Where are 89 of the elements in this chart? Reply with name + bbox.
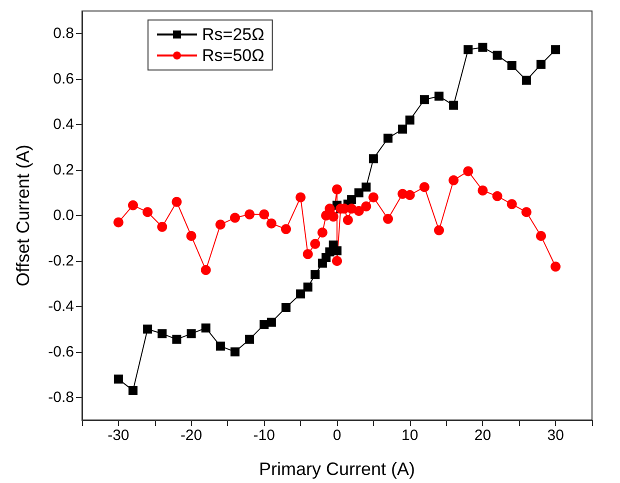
legend-label: Rs=50Ω — [202, 46, 264, 65]
point — [142, 207, 153, 218]
y-tick-label: -0.6 — [48, 343, 74, 360]
point — [383, 214, 393, 224]
y-tick-label: 0.4 — [53, 116, 74, 134]
point — [172, 196, 182, 207]
x-tick-label: -10 — [253, 427, 275, 444]
point — [266, 218, 276, 228]
point — [230, 212, 240, 223]
y-axis-title: Offset Current (A) — [13, 144, 33, 286]
point — [478, 42, 488, 52]
point — [368, 154, 378, 164]
y-tick-label: 0.0 — [53, 207, 74, 224]
point — [478, 186, 488, 196]
point — [310, 270, 320, 280]
point — [302, 249, 313, 260]
point — [384, 134, 392, 143]
point — [342, 215, 353, 226]
point — [405, 116, 414, 125]
point — [245, 334, 254, 344]
point — [434, 92, 444, 101]
point — [398, 124, 408, 134]
x-tick-label: 10 — [402, 427, 418, 444]
point — [244, 209, 255, 220]
point — [536, 230, 546, 241]
point — [296, 289, 306, 298]
point — [259, 209, 270, 220]
point — [536, 60, 546, 69]
point — [158, 329, 167, 338]
y-tick-label: -0.8 — [48, 388, 74, 406]
x-tick-label: 30 — [547, 427, 564, 444]
x-tick-label: 0 — [332, 427, 342, 444]
point — [186, 329, 196, 338]
legend-label: Rs=25Ω — [202, 25, 264, 44]
point — [128, 386, 138, 395]
point — [492, 191, 502, 202]
point — [347, 195, 356, 204]
point — [281, 224, 291, 234]
point — [507, 61, 516, 70]
y-tick-label: 0.2 — [53, 162, 74, 179]
point — [324, 204, 335, 214]
point — [448, 175, 459, 186]
point — [434, 225, 444, 236]
point — [463, 166, 474, 176]
point — [362, 182, 371, 192]
point — [317, 228, 328, 238]
point — [522, 76, 531, 85]
x-axis-title: Primary Current (A) — [258, 459, 416, 479]
point — [200, 265, 211, 276]
point — [328, 212, 338, 222]
point — [361, 201, 372, 212]
point — [296, 192, 306, 202]
point — [143, 324, 152, 334]
y-tick-label: -0.4 — [48, 298, 74, 315]
point — [492, 50, 502, 60]
point — [368, 192, 378, 202]
point — [216, 342, 225, 351]
point — [303, 282, 312, 292]
point — [332, 256, 342, 266]
point — [230, 347, 240, 356]
point — [449, 100, 458, 110]
y-tick-label: -0.2 — [48, 252, 74, 270]
point — [215, 220, 226, 230]
point — [113, 217, 124, 228]
point — [419, 182, 430, 192]
point — [551, 45, 560, 54]
point — [354, 206, 364, 216]
x-tick-label: -20 — [180, 427, 202, 444]
point — [521, 207, 532, 218]
point — [266, 318, 276, 327]
point — [114, 374, 123, 384]
x-tick-label: 20 — [474, 427, 492, 444]
y-tick-label: 0.6 — [53, 70, 74, 88]
point — [172, 334, 182, 344]
point — [186, 230, 196, 241]
point — [332, 184, 342, 194]
y-tick-label: 0.8 — [53, 25, 74, 42]
point — [310, 238, 320, 249]
x-tick-label: -30 — [108, 427, 130, 444]
point — [354, 188, 364, 198]
point — [157, 222, 168, 232]
point — [404, 190, 415, 200]
point — [201, 323, 210, 332]
point — [506, 199, 517, 210]
point — [464, 45, 473, 54]
point — [282, 303, 290, 312]
point — [550, 262, 561, 272]
point — [420, 95, 429, 104]
point — [128, 200, 138, 210]
